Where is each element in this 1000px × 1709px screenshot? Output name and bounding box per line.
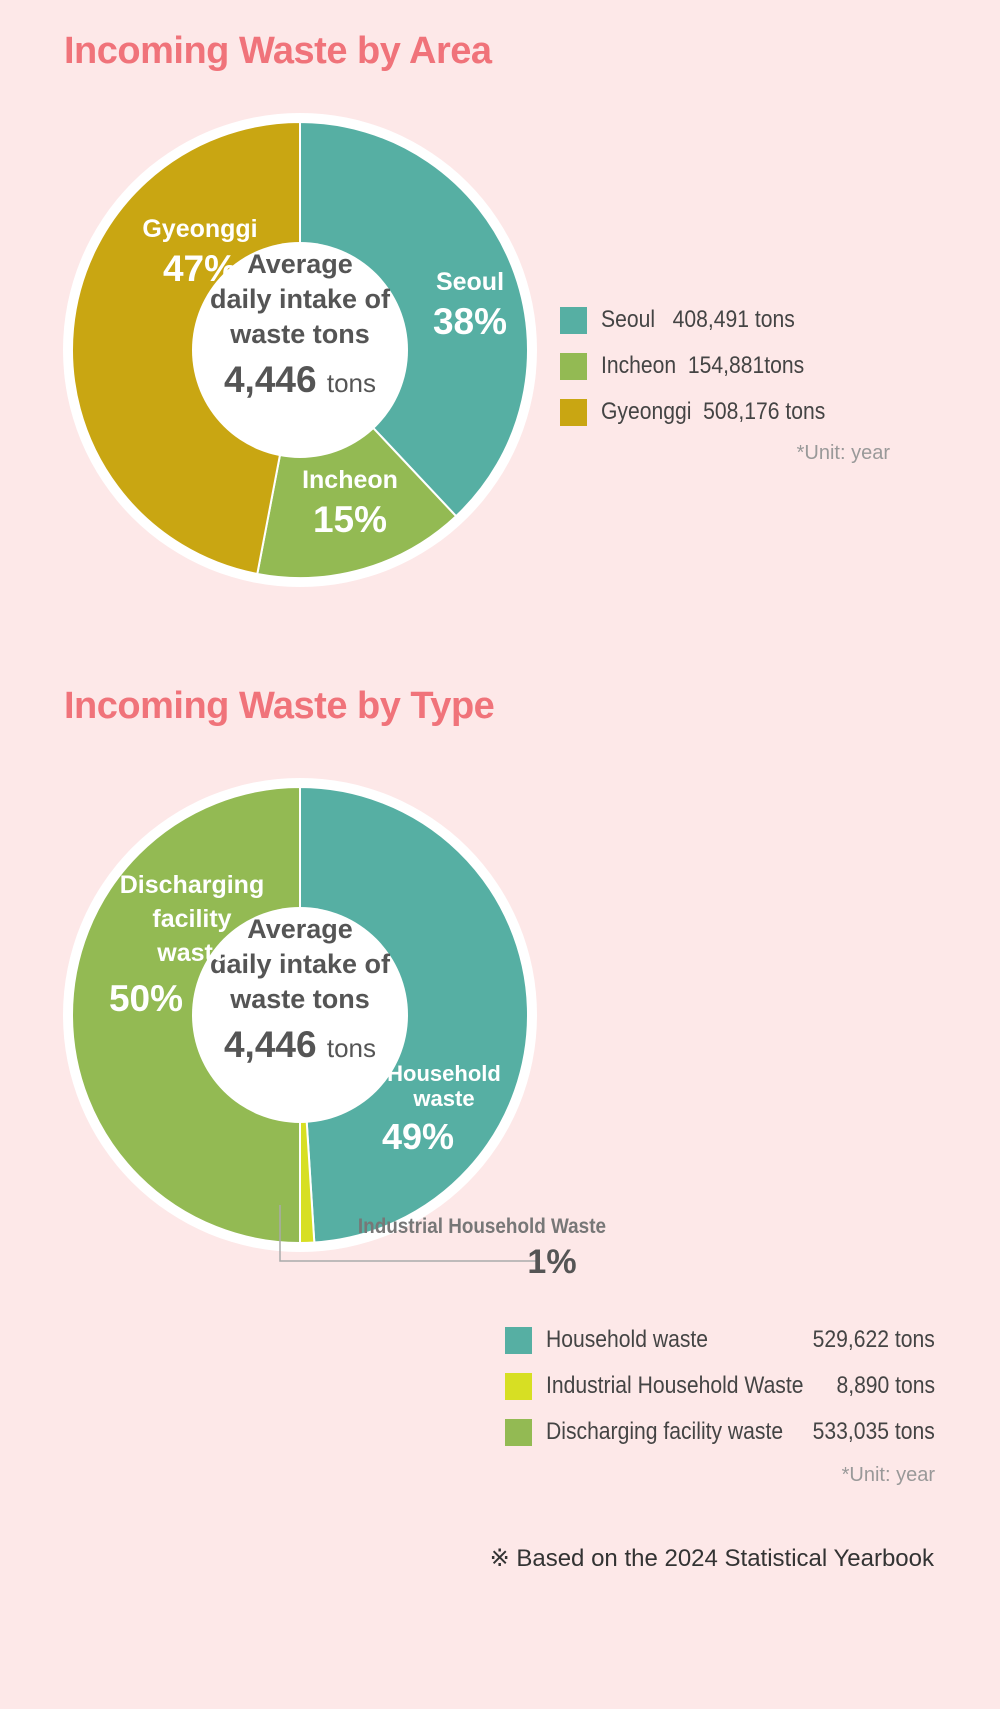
- center-line-1: Average: [247, 914, 353, 944]
- slice-name-discharging-facility-waste-1: Discharging: [120, 871, 264, 899]
- donut-hole: [192, 242, 408, 458]
- legend-swatch-incheon: [560, 352, 587, 380]
- slice-name-household-waste-1: Household: [387, 1061, 501, 1086]
- legend-value-incheon: 154,881tons: [687, 352, 805, 379]
- slice-discharging-facility-waste: [71, 785, 301, 1245]
- slice-pct-incheon: 15%: [313, 499, 387, 540]
- legend-value-discharging: 533,035 tons: [812, 1418, 935, 1445]
- legend-swatch-seoul: [560, 306, 587, 334]
- slice-name-seoul: Seoul: [436, 268, 504, 296]
- legend-swatch-household: [505, 1326, 532, 1354]
- unit-note-type: *Unit: year: [841, 1464, 935, 1486]
- slice-pct-gyeonggi: 47%: [163, 248, 237, 289]
- legend-label-seoul: Seoul 408,491 tons: [601, 306, 795, 333]
- chart-title-area: Incoming Waste by Area: [64, 30, 492, 72]
- legend-label-discharging: Discharging facility waste: [546, 1418, 784, 1445]
- donut-hole: [192, 907, 408, 1123]
- legend-swatch-gyeonggi: [560, 398, 587, 426]
- slice-pct-seoul: 38%: [433, 301, 507, 342]
- center-value-number: 4,446: [224, 1024, 327, 1065]
- legend-label-industrial: Industrial Household Waste: [546, 1372, 804, 1399]
- legend-item-seoul: Seoul 408,491 tons: [560, 306, 821, 334]
- slice-pct-discharging-facility-waste: 50%: [109, 978, 183, 1019]
- callout-industrial: Industrial Household Waste 1%: [279, 1205, 606, 1281]
- legend-item-incheon: Incheon 154,881tons: [560, 352, 832, 380]
- center-value: 4,446 tons: [224, 359, 376, 400]
- slice-household-waste: [299, 785, 529, 1244]
- slice-gyeonggi: [71, 120, 301, 576]
- footnote: ※ Based on the 2024 Statistical Yearbook: [489, 1545, 934, 1572]
- slice-name-incheon: Incheon: [302, 466, 398, 494]
- center-value: 4,446 tons: [224, 1024, 376, 1065]
- legend-swatch-discharging: [505, 1418, 532, 1446]
- legend-label-incheon: Incheon 154,881tons: [601, 352, 805, 379]
- legend-area: Seoul 408,491 tons Incheon 154,881tons G…: [560, 306, 890, 476]
- slice-seoul: [299, 120, 529, 518]
- slice-name-discharging-facility-waste-3: waste: [156, 939, 227, 967]
- legend-item-household: Household waste 529,622 tons: [505, 1326, 935, 1354]
- slice-name-discharging-facility-waste-2: facility: [152, 905, 231, 933]
- slice-pct-household-waste: 49%: [382, 1116, 454, 1157]
- center-line-1: Average: [247, 249, 353, 279]
- center-value-unit: tons: [327, 1033, 376, 1063]
- legend-value-household: 529,622 tons: [812, 1326, 935, 1353]
- legend-swatch-industrial: [505, 1372, 532, 1400]
- chart-title-type: Incoming Waste by Type: [64, 685, 495, 727]
- donut-chart-area: Average daily intake of waste tons 4,446 to…: [63, 113, 537, 587]
- legend-label-gyeonggi: Gyeonggi 508,176 tons: [601, 398, 826, 425]
- legend-item-industrial: Industrial Household Waste 8,890 tons: [505, 1372, 935, 1400]
- legend-value-seoul: 408,491 tons: [672, 306, 795, 333]
- legend-item-discharging: Discharging facility waste 533,035 tons: [505, 1418, 935, 1446]
- legend-value-industrial: 8,890 tons: [836, 1372, 935, 1399]
- slice-name-household-waste-2: waste: [412, 1086, 474, 1111]
- callout-line: [279, 1205, 536, 1262]
- unit-note-area: *Unit: year: [796, 442, 890, 464]
- center-value-number: 4,446: [224, 359, 327, 400]
- callout-pct: 1%: [527, 1243, 576, 1281]
- legend-value-gyeonggi: 508,176 tons: [703, 398, 826, 425]
- center-line-3: waste tons: [229, 984, 370, 1014]
- center-line-2: daily intake of: [210, 949, 391, 979]
- center-line-3: waste tons: [229, 319, 370, 349]
- callout-name: Industrial Household Waste: [358, 1215, 606, 1238]
- slice-name-gyeonggi: Gyeonggi: [142, 215, 257, 243]
- center-line-2: daily intake of: [210, 284, 391, 314]
- center-value-unit: tons: [327, 368, 376, 398]
- legend-item-gyeonggi: Gyeonggi 508,176 tons: [560, 398, 856, 426]
- legend-label-household: Household waste: [546, 1326, 709, 1353]
- legend-type: Household waste 529,622 tons Industrial …: [505, 1326, 935, 1496]
